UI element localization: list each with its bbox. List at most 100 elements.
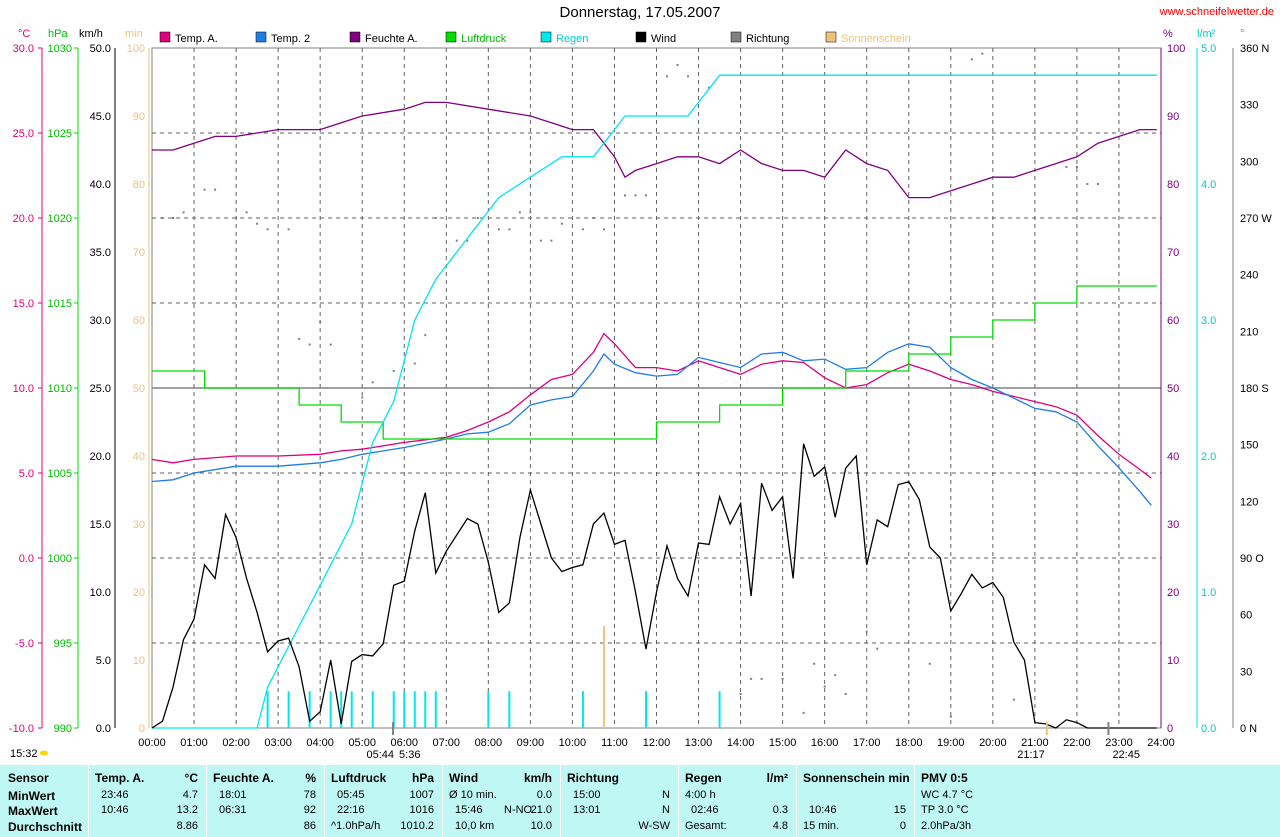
direction-header: Richtung (567, 771, 619, 785)
legend-swatch (730, 31, 742, 43)
direction-point (802, 711, 805, 714)
temp2-line (151, 343, 1152, 506)
humidity-tick-label: 80 (1167, 179, 1179, 191)
sun-tick-label: 40 (133, 451, 145, 463)
direction-point (813, 662, 816, 665)
direction-point (455, 239, 458, 242)
direction-point (1065, 166, 1068, 168)
rain-total-label: Gesamt: (685, 820, 727, 832)
direction-point (550, 239, 553, 242)
direction-point (634, 194, 637, 197)
direction-point (666, 75, 669, 78)
sun-tick-label: 50 (133, 383, 145, 395)
pressure-line (152, 285, 1157, 440)
time-tick-label: 06:00 (390, 737, 418, 749)
time-tick-label: 19:00 (937, 737, 965, 749)
pressure-max-time: 22:16 (337, 804, 365, 816)
pressure-min-value: 1007 (409, 789, 434, 801)
rain-tick-label: 0.0 (1201, 723, 1216, 735)
rain-tick-label: 5.0 (1201, 43, 1216, 55)
direction-point (823, 685, 826, 688)
direction-point (687, 75, 690, 78)
sun-icon (40, 750, 48, 756)
direction-point (371, 381, 374, 384)
rain-tick-label: 1.0 (1201, 587, 1216, 599)
direction-point (602, 228, 605, 231)
temp-min-time: 23:46 (101, 789, 129, 801)
pressure-max-value: 1016 (409, 804, 434, 816)
pmv-windchill: WC 4.7 °C (921, 789, 974, 801)
time-tick-label: 04:00 (306, 737, 334, 749)
legend-swatch (825, 31, 837, 43)
direction-point (539, 239, 542, 242)
direction-row2-time: 13:01 (573, 804, 601, 816)
wind-line (151, 443, 1157, 729)
direction-point (676, 64, 679, 66)
summary-panel: Sensor MinWert MaxWert Durchschnitt Temp… (0, 765, 1280, 837)
direction-point (529, 211, 532, 214)
direction-point (203, 188, 206, 191)
divider (88, 765, 89, 837)
direction-point (928, 662, 931, 665)
direction-point (298, 337, 301, 340)
time-tick-label: 08:00 (475, 737, 503, 749)
direction-point (644, 194, 647, 197)
sun-tick-label: 0 (139, 723, 145, 735)
website-link[interactable]: www.schneifelwetter.de (1159, 6, 1274, 18)
temp-max-time: 10:46 (101, 804, 129, 816)
sun-tick-label: 10 (133, 655, 145, 667)
direction-point (392, 370, 395, 372)
direction-point (970, 58, 973, 61)
direction-point (581, 228, 584, 231)
direction-point (161, 217, 164, 219)
legend-swatch (540, 31, 552, 43)
legend-label: Temp. A. (175, 33, 218, 45)
pressure-avg-value: 1010.2 (400, 820, 434, 832)
direction-point (739, 693, 742, 695)
wind-unit: km/h (523, 771, 552, 785)
direction-point (1075, 166, 1078, 168)
direction-point (981, 52, 984, 55)
pressure-min-time: 05:45 (337, 789, 365, 801)
temp-header: Temp. A. (95, 771, 145, 785)
humidity-tick-label: 10 (1167, 655, 1179, 667)
time-tick-label: 22:00 (1063, 737, 1091, 749)
time-tick-label: 15:00 (769, 737, 797, 749)
direction-point (413, 362, 416, 365)
direction-point (266, 228, 269, 231)
direction-point (865, 630, 868, 633)
pmv-dewpoint: TP 3.0 °C (921, 804, 969, 816)
time-tick-label: 14:00 (727, 737, 755, 749)
summary-humidity: Feuchte A. % 18:01 78 06:31 92 86 (207, 765, 324, 837)
pressure-tick-label: 990 (54, 723, 72, 735)
time-tick-label: 05:00 (348, 737, 376, 749)
humidity-tick-label: 40 (1167, 451, 1179, 463)
direction-point (466, 239, 469, 242)
temp-tick-label: 25.0 (13, 128, 34, 140)
direction-point (750, 677, 753, 680)
time-tick-label: 09:00 (517, 737, 545, 749)
sun-tick-label: 80 (133, 179, 145, 191)
unit-sun: min (125, 28, 143, 40)
time-tick-label: 01:00 (180, 737, 208, 749)
time-tick-label: 20:00 (979, 737, 1007, 749)
summary-sun: Sonnenschein min 10:46 15 15 min. 0 (797, 765, 914, 837)
legend-label: Luftdruck (461, 33, 507, 45)
direction-point (497, 228, 500, 231)
time-tick-label: 16:00 (811, 737, 839, 749)
rain-max-value: 0.3 (772, 804, 788, 816)
divider (560, 765, 561, 837)
humidity-avg-value: 86 (303, 820, 316, 832)
sun-header: Sonnenschein min (803, 771, 910, 785)
direction-point (214, 188, 217, 191)
direction-point (508, 228, 511, 231)
temp-avg-value: 8.86 (176, 820, 198, 832)
rain-tick-label: 4.0 (1201, 179, 1216, 191)
current-time-label: 15:32 (10, 748, 38, 760)
legend-label: Sonnenschein (841, 33, 911, 45)
wind-header: Wind (449, 771, 479, 785)
humidity-header: Feuchte A. (213, 771, 274, 785)
direction-tick-label: 330 (1240, 100, 1258, 112)
divider (324, 765, 325, 837)
page-title: Donnerstag, 17.05.2007 (559, 4, 721, 21)
